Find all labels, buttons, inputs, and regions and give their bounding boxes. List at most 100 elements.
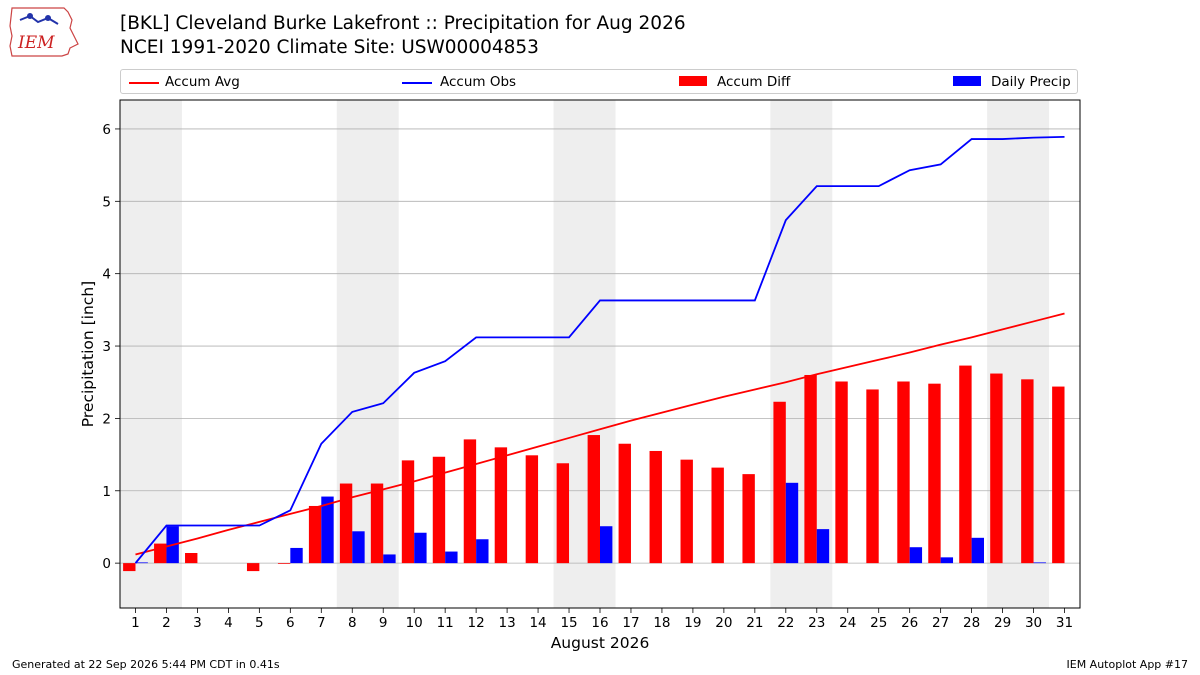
bar-accum-diff [246,563,260,572]
bar-accum-diff [339,483,353,564]
bar-accum-diff [835,381,848,564]
bar-daily-precip [135,562,148,564]
bar-accum-diff [742,474,755,564]
line-accum-obs [134,136,1065,564]
x-tick-label: 23 [808,615,825,631]
x-tick-label: 13 [499,615,516,631]
x-tick-label: 2 [162,615,171,631]
x-tick-label: 14 [529,615,546,631]
bar-daily-precip [383,554,396,564]
weekend-shade-0 [120,100,182,608]
bar-accum-diff [525,455,539,564]
legend: Accum Avg Accum Obs Accum Diff Daily Pre… [120,69,1078,94]
x-tick-label: 20 [715,615,732,631]
legend-label-accum-diff: Accum Diff [717,74,791,90]
bar-accum-diff [1052,386,1065,564]
bar-accum-diff [1021,379,1034,564]
x-tick-label: 29 [994,615,1011,631]
legend-swatch-accum-avg [129,82,159,84]
bar-accum-diff [618,443,631,564]
x-tick-label: 18 [653,615,670,631]
legend-label-daily-precip: Daily Precip [991,74,1071,90]
bar-accum-diff [959,365,972,564]
bar-accum-diff [804,374,817,564]
x-tick-label: 26 [901,615,918,631]
title-line-2: NCEI 1991-2020 Climate Site: USW00004853 [120,37,539,58]
bar-accum-diff [123,563,136,572]
bar-daily-precip [971,537,984,564]
bar-accum-diff [432,456,446,564]
bar-accum-diff [649,450,662,564]
y-tick-label: 2 [102,411,111,427]
bar-daily-precip [445,551,458,564]
legend-swatch-accum-obs [402,82,432,84]
bar-accum-diff [185,553,198,564]
bar-daily-precip [321,496,334,564]
legend-swatch-accum-diff [679,76,707,86]
x-tick-label: 3 [193,615,202,631]
bar-daily-precip [909,547,923,564]
x-tick-label: 12 [468,615,485,631]
x-tick-label: 1 [131,615,140,631]
bar-accum-diff [897,381,910,564]
bar-daily-precip [476,539,489,564]
x-tick-label: 6 [286,615,295,631]
bar-daily-precip [785,482,799,564]
x-tick-label: 10 [406,615,423,631]
bar-daily-precip [940,557,954,564]
bar-accum-diff [680,459,693,564]
generated-timestamp: Generated at 22 Sep 2026 5:44 PM CDT in … [12,658,280,671]
x-tick-label: 24 [839,615,856,631]
bar-daily-precip [1033,562,1046,564]
svg-text:IEM: IEM [17,33,55,53]
y-axis-label: Precipitation [inch] [79,280,97,428]
x-tick-label: 22 [777,615,794,631]
x-tick-label: 8 [348,615,357,631]
title-line-1: [BKL] Cleveland Burke Lakefront :: Preci… [120,13,686,34]
bar-daily-precip [816,529,830,564]
x-axis-label-wrap: August 2026 [0,634,1200,652]
bar-accum-diff [401,460,415,564]
line-accum-avg [135,312,1065,556]
x-tick-label: 9 [379,615,388,631]
x-tick-label: 25 [870,615,887,631]
bar-daily-precip [414,532,427,564]
x-tick-label: 15 [560,615,577,631]
x-tick-label: 31 [1056,615,1073,631]
bar-accum-diff [866,389,879,564]
legend-label-accum-avg: Accum Avg [165,74,240,90]
y-tick-label: 4 [102,267,111,283]
y-tick-label: 0 [102,556,111,572]
x-tick-label: 28 [963,615,980,631]
bar-accum-diff [556,463,570,564]
bar-accum-diff [277,563,291,564]
bar-accum-diff [463,439,477,564]
plot-frame [119,99,1081,609]
x-tick-label: 27 [932,615,949,631]
x-tick-label: 19 [684,615,701,631]
x-tick-label: 5 [255,615,264,631]
bar-accum-diff [711,467,724,564]
y-tick-label: 3 [102,339,111,355]
bar-daily-precip [290,547,303,564]
iem-logo: IEM [9,7,79,57]
bar-accum-diff [494,447,508,564]
bar-accum-diff [587,435,600,564]
y-tick-label: 6 [102,122,111,138]
legend-swatch-daily-precip [953,76,981,86]
x-tick-label: 4 [224,615,233,631]
bar-daily-precip [352,531,365,564]
x-tick-label: 7 [317,615,326,631]
x-tick-label: 30 [1025,615,1042,631]
chart-title: [BKL] Cleveland Burke Lakefront :: Preci… [120,12,686,60]
bar-accum-diff [308,505,322,564]
bar-accum-diff [773,401,786,564]
app-credit: IEM Autoplot App #17 [1066,658,1189,671]
y-tick-label: 5 [102,194,111,210]
bar-accum-diff [370,483,384,564]
bar-accum-diff [928,383,941,564]
x-tick-label: 11 [437,615,454,631]
x-tick-label: 16 [591,615,608,631]
bar-daily-precip [600,526,613,564]
